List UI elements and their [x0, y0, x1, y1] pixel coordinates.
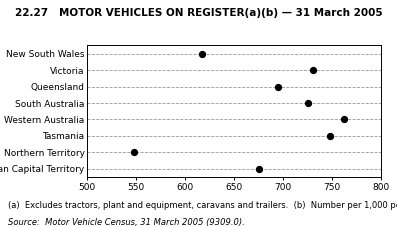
- Text: Source:  Motor Vehicle Census, 31 March 2005 (9309.0).: Source: Motor Vehicle Census, 31 March 2…: [8, 218, 245, 227]
- Point: [327, 134, 333, 138]
- Point: [131, 151, 137, 154]
- Point: [304, 101, 311, 105]
- Text: 22.27   MOTOR VEHICLES ON REGISTER(a)(b) — 31 March 2005: 22.27 MOTOR VEHICLES ON REGISTER(a)(b) —…: [15, 8, 382, 18]
- Point: [199, 52, 205, 55]
- Text: (a)  Excludes tractors, plant and equipment, caravans and trailers.  (b)  Number: (a) Excludes tractors, plant and equipme…: [8, 201, 397, 210]
- Point: [341, 118, 347, 121]
- Point: [256, 167, 262, 171]
- Point: [309, 68, 316, 72]
- Point: [275, 85, 281, 88]
